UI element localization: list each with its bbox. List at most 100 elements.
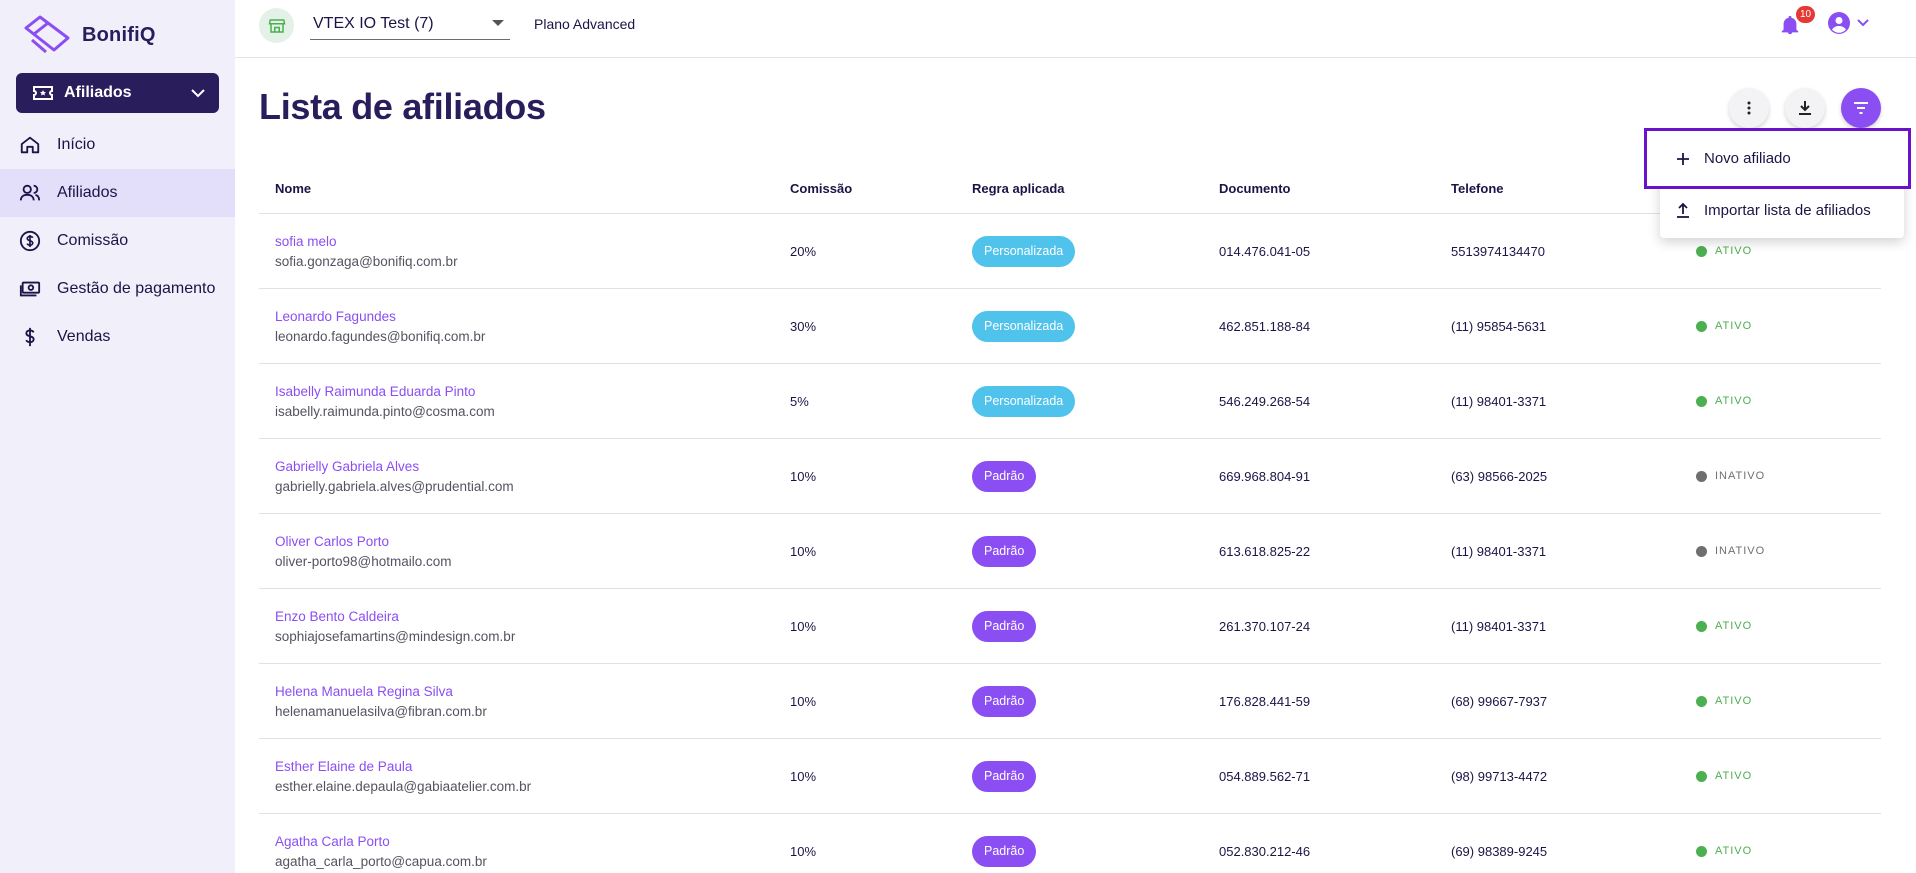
affiliate-name-link[interactable]: Gabrielly Gabriela Alves bbox=[275, 458, 420, 474]
cell-phone: (11) 98401-3371 bbox=[1451, 543, 1547, 559]
ticket-icon bbox=[33, 86, 53, 100]
affiliate-name-link[interactable]: Enzo Bento Caldeira bbox=[275, 608, 399, 624]
status-indicator: ATIVO bbox=[1696, 245, 1881, 257]
module-select[interactable]: Afiliados bbox=[16, 73, 219, 113]
rule-badge: Padrão bbox=[972, 760, 1037, 792]
cell-name: Gabrielly Gabriela Alves gabrielly.gabrie… bbox=[259, 459, 790, 494]
affiliate-name-link[interactable]: Esther Elaine de Paula bbox=[275, 758, 413, 774]
header-commission: Comissão bbox=[790, 181, 853, 196]
rule-badge: Personalizada bbox=[972, 235, 1076, 267]
status-indicator: ATIVO bbox=[1696, 320, 1881, 332]
sidebar-item-vendas[interactable]: Vendas bbox=[0, 313, 235, 361]
cell-commission: 10% bbox=[790, 693, 817, 709]
menu-item-import-affiliates[interactable]: Importar lista de afiliados bbox=[1660, 187, 1904, 233]
menu-item-new-affiliate[interactable]: Novo afiliado bbox=[1644, 128, 1911, 189]
affiliate-name-link[interactable]: Oliver Carlos Porto bbox=[275, 533, 390, 549]
cell-name: Leonardo Fagundes leonardo.fagundes@bonif… bbox=[259, 309, 790, 344]
status-label: ATIVO bbox=[1715, 695, 1753, 707]
affiliate-email: gabrielly.gabriela.alves@prudential.com bbox=[275, 478, 514, 494]
table-row[interactable]: Leonardo Fagundes leonardo.fagundes@bonif… bbox=[259, 289, 1881, 364]
sidebar-item-afiliados[interactable]: Afiliados bbox=[0, 169, 235, 217]
cell-phone: (11) 98401-3371 bbox=[1451, 393, 1547, 409]
cell-status: ATIVO bbox=[1696, 245, 1881, 257]
sidebar-nav: Início Afiliados Comissão Gestão de paga… bbox=[0, 121, 235, 361]
affiliate-name-link[interactable]: sofia melo bbox=[275, 233, 337, 249]
notification-count-badge: 10 bbox=[1796, 6, 1816, 23]
cell-status: ATIVO bbox=[1696, 395, 1881, 407]
cell-phone: (11) 98401-3371 bbox=[1451, 618, 1547, 634]
user-menu[interactable] bbox=[1827, 11, 1869, 35]
store-select[interactable]: VTEX IO Test (7) bbox=[310, 9, 510, 40]
status-label: ATIVO bbox=[1715, 395, 1753, 407]
status-indicator: ATIVO bbox=[1696, 695, 1881, 707]
status-indicator: INATIVO bbox=[1696, 470, 1881, 482]
header-document: Documento bbox=[1219, 181, 1291, 196]
cell-rule: Personalizada bbox=[972, 310, 1219, 342]
bell-icon bbox=[1781, 15, 1799, 35]
cell-status: ATIVO bbox=[1696, 695, 1881, 707]
top-bar: VTEX IO Test (7) Plano Advanced 10 bbox=[235, 0, 1916, 58]
sidebar-item-label: Gestão de pagamento bbox=[57, 280, 216, 297]
status-dot bbox=[1696, 620, 1707, 632]
sidebar-item-gestao-pagamento[interactable]: Gestão de pagamento bbox=[0, 265, 235, 313]
status-dot bbox=[1696, 845, 1707, 857]
sidebar-item-comissao[interactable]: Comissão bbox=[0, 217, 235, 265]
header-rule: Regra aplicada bbox=[972, 181, 1065, 196]
cell-name: Oliver Carlos Porto oliver-porto98@hotmai… bbox=[259, 534, 790, 569]
cell-rule: Padrão bbox=[972, 760, 1219, 792]
status-dot bbox=[1696, 545, 1707, 557]
table-row[interactable]: sofia melo sofia.gonzaga@bonifiq.com.br 20… bbox=[259, 214, 1881, 289]
sidebar-item-label: Comissão bbox=[57, 232, 129, 249]
more-options-button[interactable] bbox=[1729, 88, 1769, 128]
cell-name: Helena Manuela Regina Silva helenamanuela… bbox=[259, 684, 790, 719]
cell-status: INATIVO bbox=[1696, 545, 1881, 557]
dollar-icon bbox=[25, 327, 35, 347]
status-dot bbox=[1696, 770, 1707, 782]
cell-commission: 30% bbox=[790, 318, 817, 334]
account-circle-icon bbox=[1828, 12, 1850, 34]
notifications-button[interactable] bbox=[1779, 13, 1801, 42]
plus-icon bbox=[1677, 152, 1689, 165]
cell-commission: 10% bbox=[790, 468, 817, 484]
table-row[interactable]: Gabrielly Gabriela Alves gabrielly.gabrie… bbox=[259, 439, 1881, 514]
cell-phone: (63) 98566-2025 bbox=[1451, 468, 1548, 484]
cell-commission: 10% bbox=[790, 843, 817, 859]
cell-document: 462.851.188-84 bbox=[1219, 318, 1311, 334]
status-label: ATIVO bbox=[1715, 845, 1753, 857]
cell-status: INATIVO bbox=[1696, 470, 1881, 482]
affiliate-name-link[interactable]: Helena Manuela Regina Silva bbox=[275, 683, 453, 699]
store-select-value: VTEX IO Test (7) bbox=[313, 15, 434, 32]
cell-rule: Padrão bbox=[972, 835, 1219, 867]
cell-phone: 5513974134470 bbox=[1451, 243, 1545, 259]
cell-status: ATIVO bbox=[1696, 620, 1881, 632]
table-row[interactable]: Enzo Bento Caldeira sophiajosefamartins@m… bbox=[259, 589, 1881, 664]
cell-rule: Padrão bbox=[972, 535, 1219, 567]
download-button[interactable] bbox=[1785, 88, 1825, 128]
brand-logo[interactable]: BonifiQ bbox=[22, 14, 156, 56]
table-row[interactable]: Agatha Carla Porto agatha_carla_porto@cap… bbox=[259, 814, 1881, 873]
cell-status: ATIVO bbox=[1696, 845, 1881, 857]
cell-document: 613.618.825-22 bbox=[1219, 543, 1311, 559]
table-row[interactable]: Oliver Carlos Porto oliver-porto98@hotmai… bbox=[259, 514, 1881, 589]
affiliate-email: helenamanuelasilva@fibran.com.br bbox=[275, 703, 487, 719]
table-body: sofia melo sofia.gonzaga@bonifiq.com.br 20… bbox=[259, 214, 1881, 873]
affiliate-name-link[interactable]: Leonardo Fagundes bbox=[275, 308, 396, 324]
affiliate-email: oliver-porto98@hotmailo.com bbox=[275, 553, 452, 569]
sidebar-item-label: Vendas bbox=[57, 328, 111, 345]
plan-label: Plano Advanced bbox=[534, 16, 636, 32]
affiliate-name-link[interactable]: Agatha Carla Porto bbox=[275, 833, 390, 849]
cell-commission: 10% bbox=[790, 768, 817, 784]
table-row[interactable]: Isabelly Raimunda Eduarda Pinto isabelly.… bbox=[259, 364, 1881, 439]
table-row[interactable]: Esther Elaine de Paula esther.elaine.depa… bbox=[259, 739, 1881, 814]
header-phone: Telefone bbox=[1451, 181, 1504, 196]
cell-commission: 20% bbox=[790, 243, 817, 259]
cell-document: 014.476.041-05 bbox=[1219, 243, 1311, 259]
cell-rule: Padrão bbox=[972, 460, 1219, 492]
filter-button[interactable] bbox=[1841, 88, 1881, 128]
status-label: ATIVO bbox=[1715, 320, 1753, 332]
affiliate-email: agatha_carla_porto@capua.com.br bbox=[275, 853, 487, 869]
affiliate-name-link[interactable]: Isabelly Raimunda Eduarda Pinto bbox=[275, 383, 476, 399]
table-row[interactable]: Helena Manuela Regina Silva helenamanuela… bbox=[259, 664, 1881, 739]
rule-badge: Personalizada bbox=[972, 385, 1076, 417]
sidebar-item-inicio[interactable]: Início bbox=[0, 121, 235, 169]
